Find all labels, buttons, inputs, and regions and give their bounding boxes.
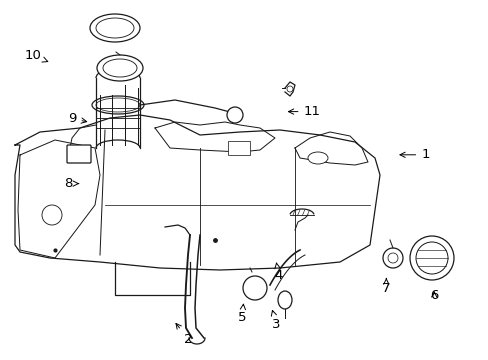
FancyBboxPatch shape xyxy=(67,145,91,163)
Ellipse shape xyxy=(96,98,140,112)
Ellipse shape xyxy=(97,55,142,81)
Text: 9: 9 xyxy=(68,112,86,125)
Ellipse shape xyxy=(307,152,327,164)
Text: 11: 11 xyxy=(288,105,320,118)
Circle shape xyxy=(42,205,62,225)
Text: 1: 1 xyxy=(399,148,429,161)
Text: 4: 4 xyxy=(274,263,283,282)
Circle shape xyxy=(226,107,243,123)
Circle shape xyxy=(286,86,292,92)
Text: 5: 5 xyxy=(237,304,246,324)
FancyBboxPatch shape xyxy=(227,141,249,155)
Ellipse shape xyxy=(90,14,140,42)
Ellipse shape xyxy=(409,236,453,280)
Text: 2: 2 xyxy=(176,323,192,346)
Ellipse shape xyxy=(415,242,447,274)
Ellipse shape xyxy=(92,96,143,114)
Text: 6: 6 xyxy=(429,289,438,302)
Text: 3: 3 xyxy=(271,310,280,330)
Circle shape xyxy=(243,276,266,300)
Circle shape xyxy=(387,253,397,263)
Polygon shape xyxy=(15,115,379,270)
Ellipse shape xyxy=(96,18,134,38)
Ellipse shape xyxy=(103,59,137,77)
Circle shape xyxy=(382,248,402,268)
Text: 10: 10 xyxy=(25,49,48,62)
Ellipse shape xyxy=(278,291,291,309)
Text: 7: 7 xyxy=(381,279,390,294)
Text: 8: 8 xyxy=(64,177,79,190)
